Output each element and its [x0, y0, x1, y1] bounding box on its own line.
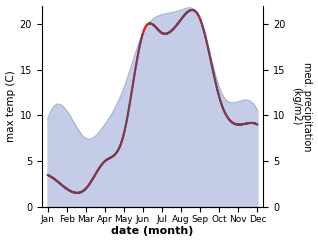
X-axis label: date (month): date (month) [111, 227, 194, 236]
Y-axis label: max temp (C): max temp (C) [5, 70, 16, 142]
Y-axis label: med. precipitation
(kg/m2): med. precipitation (kg/m2) [291, 61, 313, 151]
